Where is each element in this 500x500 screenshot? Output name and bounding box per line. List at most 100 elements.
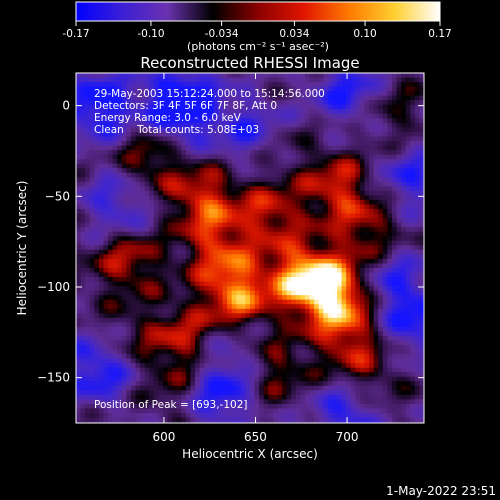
heatmap-cell bbox=[259, 358, 265, 364]
heatmap-cell bbox=[76, 335, 82, 342]
heatmap-cell bbox=[135, 240, 141, 246]
heatmap-cell bbox=[163, 118, 169, 124]
heatmap-cell bbox=[236, 190, 242, 197]
heatmap-cell bbox=[414, 349, 421, 355]
heatmap-cell bbox=[337, 349, 343, 355]
heatmap-cell bbox=[208, 86, 214, 92]
heatmap-cell bbox=[254, 213, 260, 219]
heatmap-cell bbox=[327, 304, 334, 310]
heatmap-cell bbox=[314, 159, 320, 165]
heatmap-cell bbox=[346, 240, 352, 246]
heatmap-cell bbox=[204, 199, 210, 206]
heatmap-cell bbox=[144, 295, 150, 301]
heatmap-cell bbox=[89, 77, 95, 83]
heatmap-cell bbox=[94, 254, 100, 260]
heatmap-cell bbox=[396, 127, 402, 133]
heatmap-cell bbox=[419, 304, 424, 310]
heatmap-cell bbox=[359, 199, 366, 206]
heatmap-cell bbox=[222, 172, 228, 178]
heatmap-cell bbox=[245, 131, 251, 138]
heatmap-cell bbox=[309, 258, 315, 265]
heatmap-cell bbox=[108, 331, 114, 337]
heatmap-cell bbox=[414, 118, 421, 124]
heatmap-cell bbox=[76, 163, 82, 169]
heatmap-cell bbox=[291, 159, 297, 165]
heatmap-cell bbox=[405, 236, 411, 242]
heatmap-cell bbox=[121, 363, 127, 369]
heatmap-cell bbox=[323, 95, 329, 101]
heatmap-cell bbox=[181, 136, 187, 142]
heatmap-cell bbox=[112, 86, 118, 92]
heatmap-cell bbox=[89, 354, 95, 360]
heatmap-cell bbox=[153, 73, 160, 79]
heatmap-cell bbox=[117, 141, 123, 147]
heatmap-cell bbox=[135, 163, 141, 169]
heatmap-cell bbox=[350, 286, 356, 292]
heatmap-cell bbox=[259, 163, 265, 169]
heatmap-cell bbox=[355, 236, 361, 242]
heatmap-cell bbox=[130, 122, 137, 128]
heatmap-cell bbox=[140, 322, 146, 328]
heatmap-cell bbox=[355, 209, 361, 215]
heatmap-cell bbox=[359, 82, 366, 88]
heatmap-cell bbox=[167, 209, 173, 215]
heatmap-cell bbox=[240, 177, 247, 183]
heatmap-cell bbox=[250, 222, 256, 228]
heatmap-cell bbox=[80, 150, 86, 156]
heatmap-cell bbox=[208, 82, 214, 88]
heatmap-cell bbox=[126, 100, 132, 106]
heatmap-cell bbox=[245, 109, 251, 115]
heatmap-cell bbox=[176, 286, 182, 292]
heatmap-cell bbox=[350, 218, 356, 224]
heatmap-cell bbox=[176, 218, 182, 224]
heatmap-cell bbox=[355, 335, 361, 342]
heatmap-cell bbox=[85, 136, 91, 142]
heatmap-cell bbox=[130, 263, 137, 269]
heatmap-cell bbox=[163, 263, 169, 269]
heatmap-cell bbox=[190, 240, 196, 246]
heatmap-cell bbox=[163, 190, 169, 197]
heatmap-cell bbox=[318, 213, 324, 219]
heatmap-cell bbox=[327, 267, 334, 274]
colorbar: -0.17 -0.10 -0.034 0.034 0.10 0.17 (photons c… bbox=[62, 1, 452, 53]
heatmap-cell bbox=[190, 104, 196, 110]
heatmap-cell bbox=[323, 295, 329, 301]
heatmap-cell bbox=[190, 109, 196, 115]
heatmap-cell bbox=[94, 286, 100, 292]
heatmap-cell bbox=[98, 150, 105, 156]
heatmap-cell bbox=[369, 168, 375, 174]
heatmap-cell bbox=[94, 322, 100, 328]
heatmap-cell bbox=[314, 73, 320, 79]
heatmap-cell bbox=[208, 177, 214, 183]
heatmap-cell bbox=[401, 317, 407, 323]
heatmap-cell bbox=[364, 240, 370, 246]
heatmap-cell bbox=[396, 145, 402, 151]
heatmap-cell bbox=[80, 122, 86, 128]
heatmap-cell bbox=[176, 195, 182, 201]
heatmap-cell bbox=[222, 186, 228, 192]
heatmap-cell bbox=[332, 141, 338, 147]
heatmap-cell bbox=[140, 218, 146, 224]
heatmap-cell bbox=[217, 295, 224, 301]
heatmap-cell bbox=[263, 363, 269, 369]
heatmap-cell bbox=[405, 295, 411, 301]
heatmap-cell bbox=[424, 345, 429, 350]
heatmap-cell bbox=[121, 150, 127, 156]
heatmap-cell bbox=[94, 209, 100, 215]
heatmap-cell bbox=[263, 295, 269, 301]
heatmap-cell bbox=[94, 86, 100, 92]
heatmap-cell bbox=[309, 122, 315, 128]
heatmap-cell bbox=[291, 150, 297, 156]
heatmap-cell bbox=[190, 281, 196, 287]
heatmap-cell bbox=[286, 340, 292, 346]
heatmap-cell bbox=[350, 313, 356, 319]
heatmap-cell bbox=[259, 213, 265, 219]
heatmap-cell bbox=[126, 358, 132, 364]
heatmap-cell bbox=[245, 267, 251, 274]
heatmap-cell bbox=[405, 331, 411, 337]
heatmap-cell bbox=[199, 131, 205, 138]
heatmap-cell bbox=[117, 104, 123, 110]
heatmap-cell bbox=[378, 168, 384, 174]
heatmap-cell bbox=[94, 141, 100, 147]
heatmap-cell bbox=[217, 299, 224, 305]
